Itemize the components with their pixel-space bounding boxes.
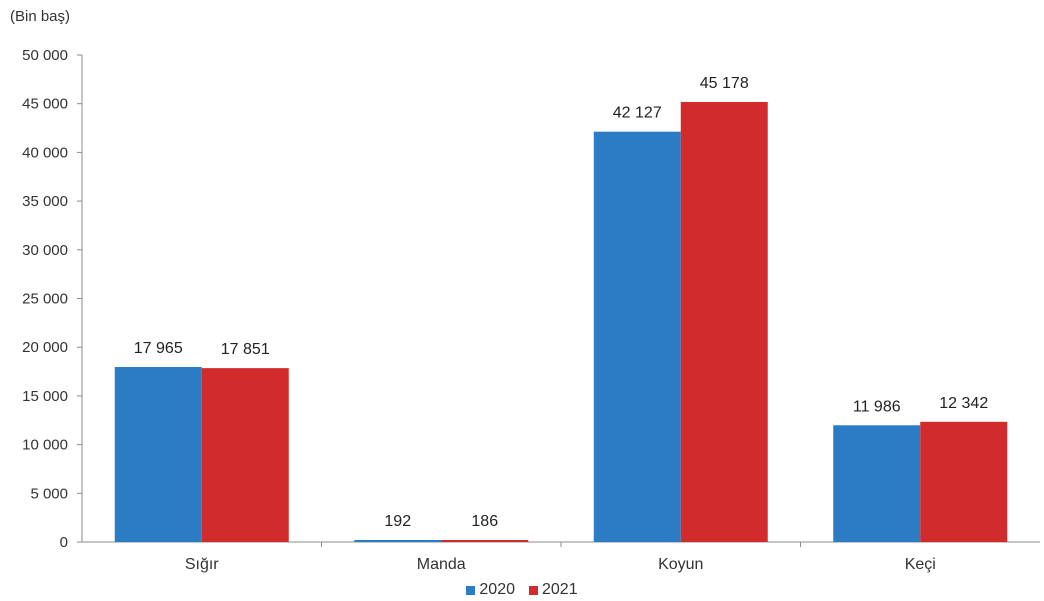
data-label-2020-0: 17 965 [134,340,183,357]
y-tick-label: 50 000 [22,47,68,64]
y-tick-label: 0 [60,534,68,551]
y-axis-unit-label: (Bin baş) [10,8,71,25]
x-tick-label: Manda [417,556,466,573]
legend-swatch-2020 [466,585,476,595]
x-tick-label: Keçi [905,556,936,573]
data-label-2021-1: 186 [471,513,498,530]
bar-2021-2 [680,101,768,542]
legend-label-2020: 2020 [479,581,515,598]
data-label-2020-2: 42 127 [613,105,662,122]
legend-item-2020: 2020 [466,581,515,599]
data-label-2020-1: 192 [384,513,411,530]
y-tick-label: 35 000 [22,193,68,210]
data-label-2021-3: 12 342 [939,395,988,412]
y-tick-label: 25 000 [22,291,68,308]
y-tick-label: 30 000 [22,242,68,259]
legend-label-2021: 2021 [542,581,578,598]
data-label-2020-3: 11 986 [853,398,901,415]
legend-item-2021: 2021 [529,581,578,599]
y-tick-label: 5 000 [30,485,68,502]
x-tick-label: Koyun [658,556,703,573]
y-tick-label: 10 000 [22,437,68,454]
x-tick-label: Sığır [185,556,219,573]
bar-2020-1 [354,540,442,542]
y-tick-label: 20 000 [22,339,68,356]
bar-2021-0 [201,368,289,542]
y-tick-label: 15 000 [22,388,68,405]
bar-2021-3 [920,421,1008,542]
legend-swatch-2021 [529,585,538,595]
bar-2020-0 [114,367,202,542]
y-tick-label: 40 000 [22,144,68,161]
bar-2020-3 [833,425,921,542]
legend: 2020 2021 [0,581,1044,599]
data-label-2021-2: 45 178 [700,75,749,92]
data-label-2021-0: 17 851 [221,341,270,358]
y-tick-label: 45 000 [22,96,68,113]
bar-2020-2 [593,131,681,542]
bar-2021-1 [441,540,529,542]
